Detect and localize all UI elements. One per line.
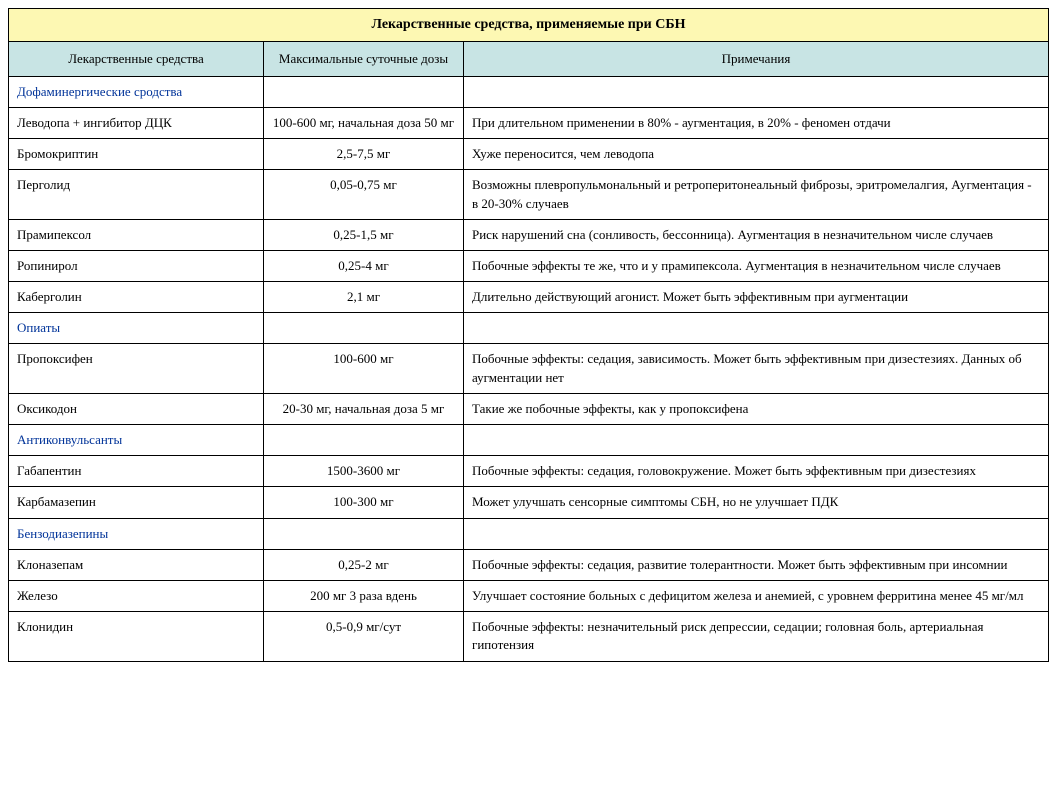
notes-text: Возможны плевропульмональный и ретропери… <box>464 170 1049 219</box>
drug-name: Бромокриптин <box>9 139 264 170</box>
notes-text: Побочные эффекты: незначительный риск де… <box>464 612 1049 661</box>
table-row: Клонидин0,5-0,9 мг/сутПобочные эффекты: … <box>9 612 1049 661</box>
drug-name: Клонидин <box>9 612 264 661</box>
dose-value: 100-600 мг <box>264 344 464 393</box>
notes-text: Такие же побочные эффекты, как у пропокс… <box>464 393 1049 424</box>
notes-text <box>464 518 1049 549</box>
notes-text: Риск нарушений сна (сонливость, бессонни… <box>464 219 1049 250</box>
column-header-notes: Примечания <box>464 41 1049 76</box>
dose-value: 0,25-2 мг <box>264 549 464 580</box>
table-row: Каберголин2,1 мгДлительно действующий аг… <box>9 282 1049 313</box>
category-label: Бензодиазепины <box>9 518 264 549</box>
category-label: Дофаминергические сродства <box>9 76 264 107</box>
drug-name: Ропинирол <box>9 250 264 281</box>
table-row: Карбамазепин100-300 мгМожет улучшать сен… <box>9 487 1049 518</box>
table-row: Ропинирол0,25-4 мгПобочные эффекты те же… <box>9 250 1049 281</box>
table-title: Лекарственные средства, применяемые при … <box>9 9 1049 42</box>
dose-value: 1500-3600 мг <box>264 456 464 487</box>
drug-name: Железо <box>9 580 264 611</box>
drug-name: Леводопа + ингибитор ДЦК <box>9 107 264 138</box>
notes-text <box>464 76 1049 107</box>
notes-text: Побочные эффекты: седация, зависимость. … <box>464 344 1049 393</box>
dose-value <box>264 76 464 107</box>
table-row: Леводопа + ингибитор ДЦК100-600 мг, нача… <box>9 107 1049 138</box>
drug-name: Карбамазепин <box>9 487 264 518</box>
column-header-dose: Максимальные суточные дозы <box>264 41 464 76</box>
category-label: Антиконвульсанты <box>9 425 264 456</box>
table-row: Прамипексол0,25-1,5 мгРиск нарушений сна… <box>9 219 1049 250</box>
notes-text: Улучшает состояние больных с дефицитом ж… <box>464 580 1049 611</box>
table-title-row: Лекарственные средства, применяемые при … <box>9 9 1049 42</box>
notes-text <box>464 313 1049 344</box>
category-row: Дофаминергические сродства <box>9 76 1049 107</box>
dose-value: 0,5-0,9 мг/сут <box>264 612 464 661</box>
drug-name: Перголид <box>9 170 264 219</box>
dose-value <box>264 518 464 549</box>
dose-value: 0,25-1,5 мг <box>264 219 464 250</box>
dose-value: 0,25-4 мг <box>264 250 464 281</box>
notes-text: Длительно действующий агонист. Может быт… <box>464 282 1049 313</box>
dose-value <box>264 425 464 456</box>
dose-value: 2,5-7,5 мг <box>264 139 464 170</box>
dose-value: 2,1 мг <box>264 282 464 313</box>
category-row: Антиконвульсанты <box>9 425 1049 456</box>
notes-text: Побочные эффекты: седация, головокружени… <box>464 456 1049 487</box>
table-row: Габапентин1500-3600 мгПобочные эффекты: … <box>9 456 1049 487</box>
dose-value: 0,05-0,75 мг <box>264 170 464 219</box>
notes-text: Может улучшать сенсорные симптомы СБН, н… <box>464 487 1049 518</box>
table-row: Оксикодон20-30 мг, начальная доза 5 мгТа… <box>9 393 1049 424</box>
table-row: Перголид0,05-0,75 мгВозможны плевропульм… <box>9 170 1049 219</box>
notes-text: При длительном применении в 80% - аугмен… <box>464 107 1049 138</box>
table-row: Клоназепам0,25-2 мгПобочные эффекты: сед… <box>9 549 1049 580</box>
table-row: Бромокриптин2,5-7,5 мгХуже переносится, … <box>9 139 1049 170</box>
table-row: Пропоксифен100-600 мгПобочные эффекты: с… <box>9 344 1049 393</box>
category-label: Опиаты <box>9 313 264 344</box>
table-row: Железо200 мг 3 раза вденьУлучшает состоя… <box>9 580 1049 611</box>
notes-text: Побочные эффекты те же, что и у прамипек… <box>464 250 1049 281</box>
notes-text <box>464 425 1049 456</box>
category-row: Опиаты <box>9 313 1049 344</box>
drug-name: Оксикодон <box>9 393 264 424</box>
medications-table: Лекарственные средства, применяемые при … <box>8 8 1049 662</box>
notes-text: Побочные эффекты: седация, развитие толе… <box>464 549 1049 580</box>
drug-name: Пропоксифен <box>9 344 264 393</box>
dose-value <box>264 313 464 344</box>
drug-name: Клоназепам <box>9 549 264 580</box>
table-header-row: Лекарственные средства Максимальные суто… <box>9 41 1049 76</box>
drug-name: Каберголин <box>9 282 264 313</box>
drug-name: Прамипексол <box>9 219 264 250</box>
notes-text: Хуже переносится, чем леводопа <box>464 139 1049 170</box>
column-header-drug: Лекарственные средства <box>9 41 264 76</box>
drug-name: Габапентин <box>9 456 264 487</box>
dose-value: 100-300 мг <box>264 487 464 518</box>
dose-value: 200 мг 3 раза вдень <box>264 580 464 611</box>
dose-value: 100-600 мг, начальная доза 50 мг <box>264 107 464 138</box>
dose-value: 20-30 мг, начальная доза 5 мг <box>264 393 464 424</box>
category-row: Бензодиазепины <box>9 518 1049 549</box>
